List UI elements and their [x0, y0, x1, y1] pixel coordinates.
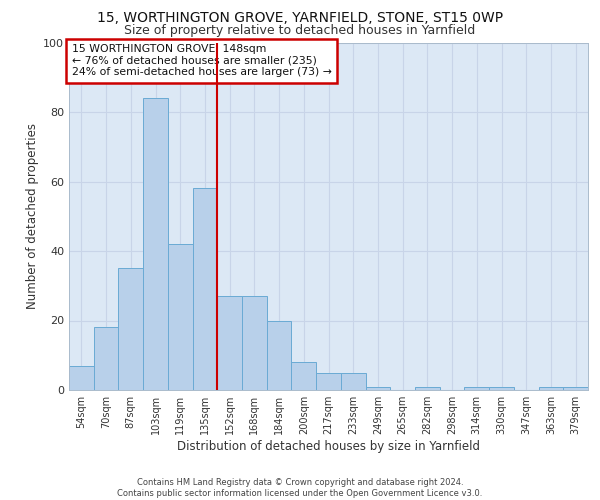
Bar	[563, 386, 588, 390]
Text: 15 WORTHINGTON GROVE: 148sqm
← 76% of detached houses are smaller (235)
24% of s: 15 WORTHINGTON GROVE: 148sqm ← 76% of de…	[71, 44, 331, 78]
Y-axis label: Number of detached properties: Number of detached properties	[26, 123, 39, 309]
Bar	[118, 268, 143, 390]
Text: 15, WORTHINGTON GROVE, YARNFIELD, STONE, ST15 0WP: 15, WORTHINGTON GROVE, YARNFIELD, STONE,…	[97, 11, 503, 25]
Text: Size of property relative to detached houses in Yarnfield: Size of property relative to detached ho…	[124, 24, 476, 37]
Bar	[316, 372, 341, 390]
Bar	[292, 362, 316, 390]
Bar	[489, 386, 514, 390]
Bar	[168, 244, 193, 390]
Bar	[143, 98, 168, 390]
Bar	[415, 386, 440, 390]
Text: Contains HM Land Registry data © Crown copyright and database right 2024.
Contai: Contains HM Land Registry data © Crown c…	[118, 478, 482, 498]
Bar	[267, 320, 292, 390]
Bar	[341, 372, 365, 390]
Bar	[242, 296, 267, 390]
Bar	[69, 366, 94, 390]
Bar	[464, 386, 489, 390]
Bar	[94, 328, 118, 390]
Bar	[539, 386, 563, 390]
Bar	[365, 386, 390, 390]
X-axis label: Distribution of detached houses by size in Yarnfield: Distribution of detached houses by size …	[177, 440, 480, 453]
Bar	[217, 296, 242, 390]
Bar	[193, 188, 217, 390]
